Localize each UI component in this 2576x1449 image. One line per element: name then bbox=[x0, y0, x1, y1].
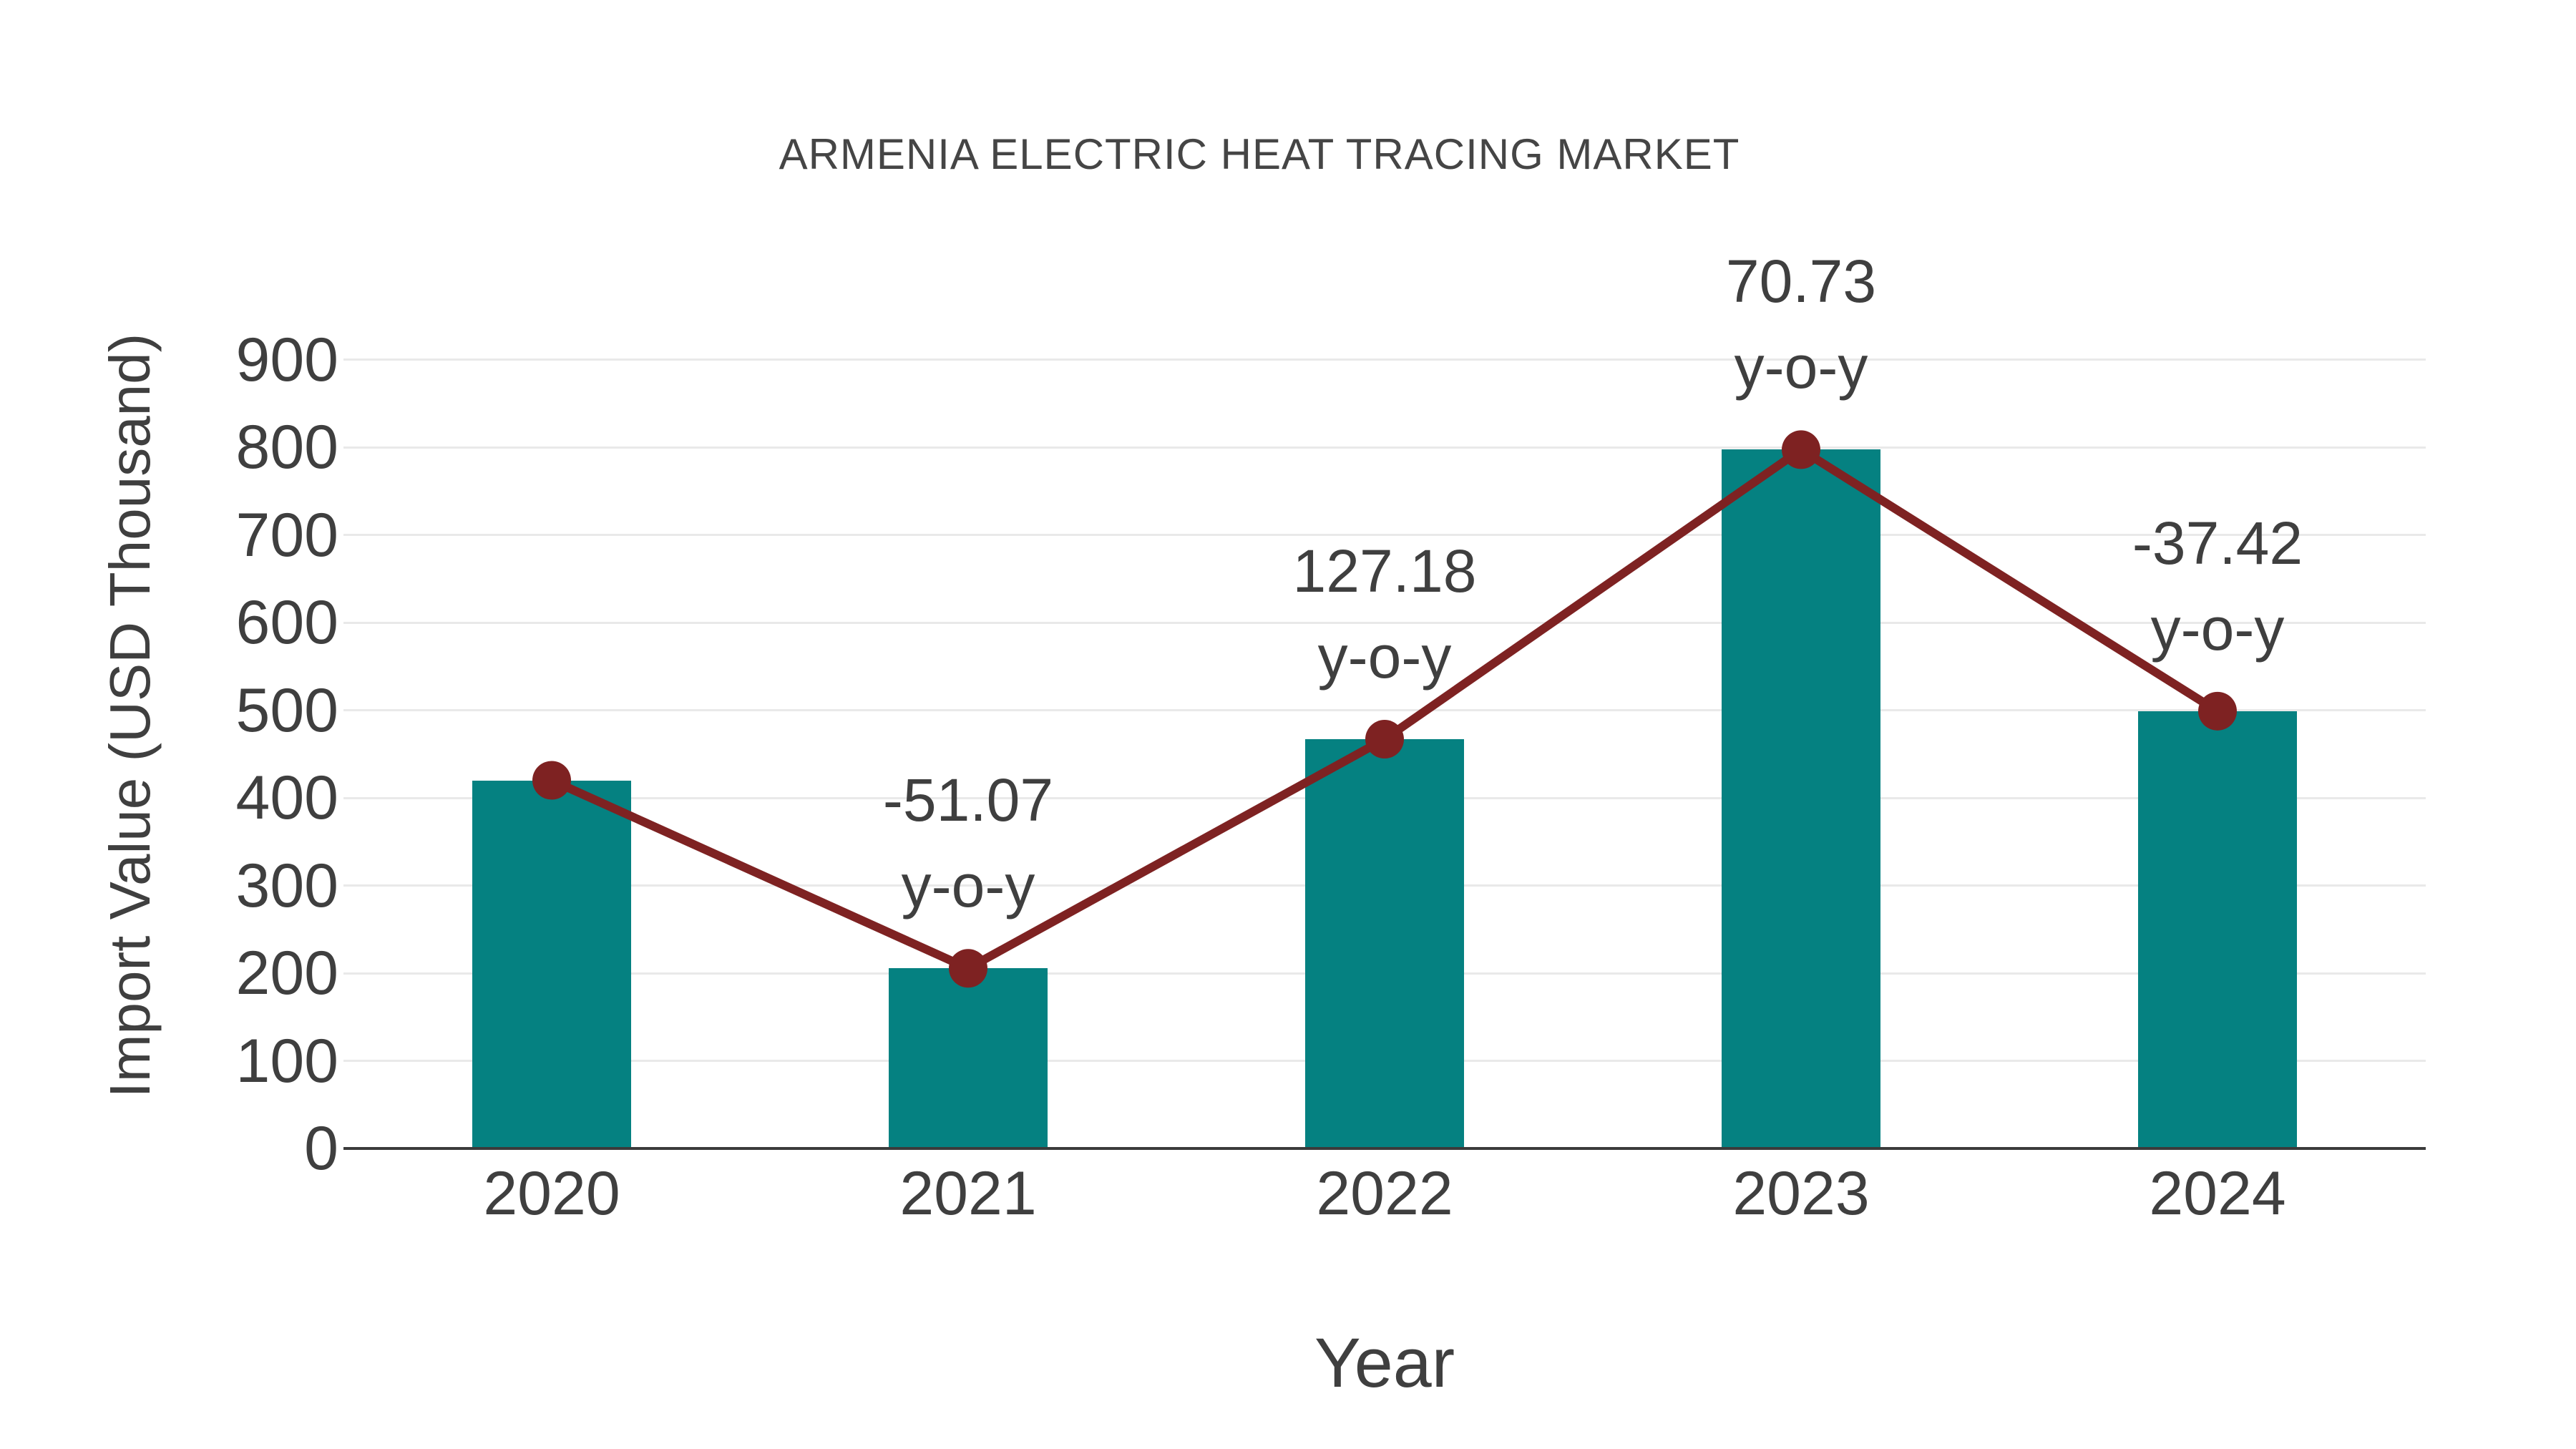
x-axis-title: Year bbox=[1314, 1324, 1455, 1402]
yoy-annotation-2024: -37.42 y-o-y bbox=[1967, 500, 2468, 672]
yoy-suffix-label: y-o-y bbox=[1734, 333, 1868, 401]
bar-2020 bbox=[472, 780, 631, 1148]
x-tick-label-2020: 2020 bbox=[483, 1159, 620, 1228]
yoy-suffix-label: y-o-y bbox=[2150, 595, 2285, 663]
y-tick-label-400: 400 bbox=[235, 763, 339, 832]
y-tick-label-0: 0 bbox=[304, 1114, 338, 1183]
yoy-value-label: 127.18 bbox=[1292, 537, 1477, 605]
x-tick-label-2021: 2021 bbox=[899, 1159, 1037, 1228]
yoy-annotation-2023: 70.73 y-o-y bbox=[1551, 238, 2051, 410]
y-tick-label-500: 500 bbox=[235, 675, 339, 745]
yoy-annotation-2021: -51.07 y-o-y bbox=[718, 757, 1219, 929]
y-tick-label-100: 100 bbox=[235, 1026, 339, 1096]
y-tick-label-900: 900 bbox=[235, 325, 339, 394]
bar-2024 bbox=[2138, 711, 2297, 1148]
yoy-value-label: -37.42 bbox=[2132, 509, 2303, 577]
x-tick-label-2023: 2023 bbox=[1732, 1159, 1870, 1228]
yoy-value-label: 70.73 bbox=[1725, 248, 1877, 316]
y-tick-label-800: 800 bbox=[235, 413, 339, 482]
gridline-500 bbox=[343, 709, 2426, 711]
bar-2022 bbox=[1305, 739, 1464, 1148]
gridline-900 bbox=[343, 358, 2426, 361]
y-tick-label-200: 200 bbox=[235, 939, 339, 1008]
yoy-suffix-label: y-o-y bbox=[901, 852, 1035, 920]
x-tick-label-2024: 2024 bbox=[2149, 1159, 2286, 1228]
x-axis-line bbox=[343, 1147, 2426, 1150]
x-tick-label-2022: 2022 bbox=[1316, 1159, 1453, 1228]
bar-2021 bbox=[889, 968, 1048, 1148]
yoy-annotation-2022: 127.18 y-o-y bbox=[1134, 528, 1635, 700]
yoy-suffix-label: y-o-y bbox=[1317, 623, 1452, 691]
chart-title: ARMENIA ELECTRIC HEAT TRACING MARKET bbox=[779, 130, 1740, 178]
y-tick-label-700: 700 bbox=[235, 500, 339, 570]
bar-2023 bbox=[1722, 449, 1880, 1148]
y-tick-label-300: 300 bbox=[235, 851, 339, 920]
yoy-value-label: -51.07 bbox=[882, 766, 1054, 834]
gridline-800 bbox=[343, 446, 2426, 449]
y-tick-label-600: 600 bbox=[235, 588, 339, 657]
